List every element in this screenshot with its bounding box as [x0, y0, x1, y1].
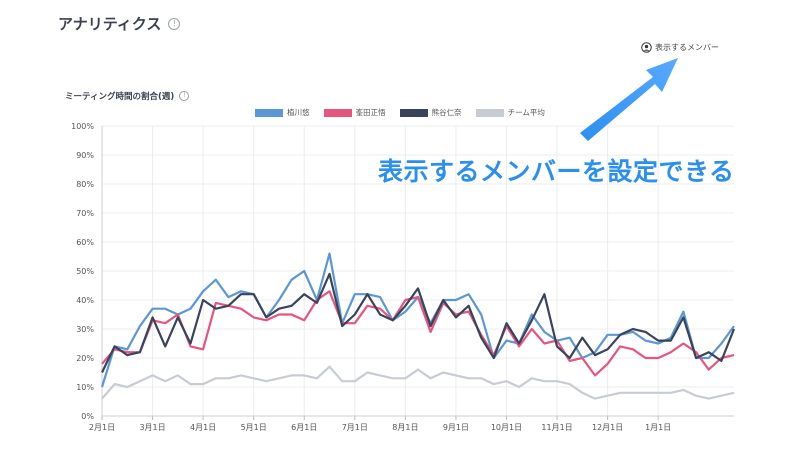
- series-line-2[interactable]: [101, 272, 736, 373]
- y-tick-label: 80%: [76, 180, 94, 189]
- legend-item[interactable]: チーム平均: [475, 107, 545, 118]
- legend-label: 植川悠: [287, 108, 310, 117]
- x-tick-label: 7月1日: [342, 423, 368, 432]
- chart-series: [100, 252, 736, 400]
- y-tick-label: 100%: [71, 122, 94, 131]
- legend-item[interactable]: 熊谷仁奈: [399, 107, 462, 118]
- y-tick-label: 40%: [76, 296, 94, 305]
- legend-swatch: [323, 108, 352, 117]
- series-line-1[interactable]: [101, 290, 735, 377]
- page-title-text: アナリティクス: [58, 15, 162, 33]
- x-tick-label: 8月1日: [392, 423, 418, 432]
- x-tick-label: 5月1日: [241, 423, 267, 432]
- y-tick-label: 20%: [76, 354, 94, 363]
- page-title: アナリティクス !: [58, 13, 181, 34]
- display-members-button[interactable]: 表示するメンバー: [641, 42, 719, 53]
- series-line-3[interactable]: [101, 365, 735, 400]
- chart-info-icon[interactable]: !: [179, 91, 190, 101]
- legend-label: 熊谷仁奈: [431, 108, 462, 117]
- info-icon[interactable]: !: [168, 17, 181, 30]
- legend-item[interactable]: 峯田正悟: [323, 107, 386, 118]
- x-tick-label: 4月1日: [190, 423, 216, 432]
- x-tick-label: 9月1日: [443, 423, 469, 432]
- legend-label: チーム平均: [507, 108, 545, 117]
- x-tick-label: 6月1日: [291, 423, 317, 432]
- x-tick-label: 2月1日: [89, 423, 115, 432]
- legend-swatch: [399, 108, 428, 117]
- chart-title-text: ミーティング時間の割合(週): [65, 92, 175, 102]
- x-tick-label: 10月1日: [491, 423, 522, 432]
- callout-annotation: 表示するメンバーを設定できる: [378, 157, 735, 186]
- y-tick-label: 10%: [76, 383, 94, 392]
- x-tick-label: 11月1日: [541, 423, 572, 432]
- arrow-icon: [580, 58, 678, 141]
- display-members-label: 表示するメンバー: [655, 43, 719, 52]
- legend-label: 峯田正悟: [355, 108, 386, 117]
- x-axis: 2月1日 3月1日 4月1日 5月1日 6月1日 7月1日 8月1日 9月1日 10月1日 11月…: [89, 415, 734, 432]
- chart-legend: 植川悠 峯田正悟 熊谷仁奈 チーム平均: [0, 107, 800, 118]
- chart-title: ミーティング時間の割合(週) !: [65, 90, 190, 102]
- x-tick-label: 12月1日: [592, 423, 623, 432]
- legend-swatch: [255, 108, 284, 117]
- x-tick-label: 1月1日: [645, 423, 671, 432]
- y-tick-label: 70%: [76, 209, 94, 218]
- y-tick-label: 90%: [76, 151, 94, 160]
- person-icon: [641, 42, 652, 53]
- callout-arrow: [580, 58, 678, 141]
- y-tick-label: 50%: [76, 267, 94, 276]
- y-tick-label: 0%: [81, 412, 94, 421]
- y-tick-label: 30%: [76, 325, 94, 334]
- legend-item[interactable]: 植川悠: [255, 107, 310, 118]
- y-tick-label: 60%: [76, 238, 94, 247]
- legend-swatch: [475, 108, 504, 117]
- y-axis: 0% 10% 20% 30% 40% 50% 60% 70% 80% 90% 100%: [71, 122, 103, 421]
- x-tick-label: 3月1日: [139, 423, 165, 432]
